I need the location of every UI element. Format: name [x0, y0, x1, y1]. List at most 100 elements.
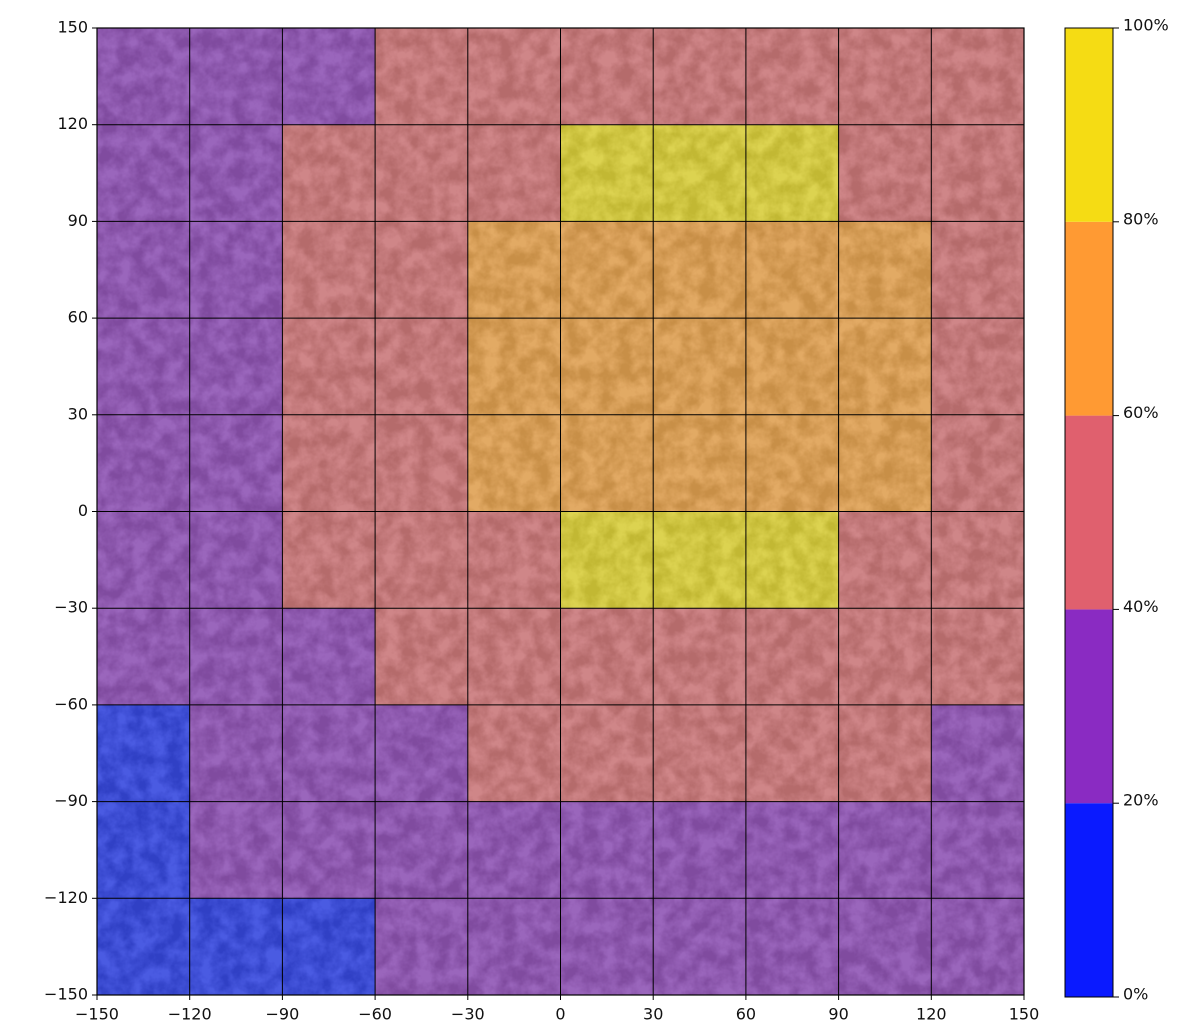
heat-cell: [190, 318, 283, 415]
heat-cell: [931, 898, 1024, 995]
heat-cell: [561, 28, 654, 125]
x-tick-label: 0: [555, 1005, 565, 1024]
heat-cell: [468, 318, 561, 415]
heat-cell: [931, 802, 1024, 899]
x-tick-label: 30: [643, 1005, 663, 1024]
colorbar-segment: [1065, 222, 1113, 416]
heat-cell: [746, 28, 839, 125]
y-tick-label: 60: [68, 308, 88, 327]
heat-cell: [653, 221, 746, 318]
heat-cell: [97, 898, 190, 995]
heat-cell: [97, 802, 190, 899]
chart: −150−120−90−60−300306090120150−150−120−9…: [0, 0, 1204, 1024]
heat-cell: [375, 415, 468, 512]
heat-cell: [839, 705, 932, 802]
heat-cell: [746, 608, 839, 705]
heat-cell: [746, 125, 839, 222]
heat-cell: [746, 898, 839, 995]
heat-cell: [190, 221, 283, 318]
heat-cell: [931, 705, 1024, 802]
colorbar-tick-label: 100%: [1123, 16, 1169, 35]
heat-cell: [468, 898, 561, 995]
colorbar-tick-label: 80%: [1123, 209, 1159, 228]
heat-cell: [97, 512, 190, 609]
heat-cell: [190, 125, 283, 222]
heat-cell: [746, 512, 839, 609]
heat-cell: [653, 898, 746, 995]
heat-cell: [839, 318, 932, 415]
heat-cell: [282, 512, 375, 609]
y-tick-label: 0: [78, 501, 88, 520]
colorbar-segment: [1065, 609, 1113, 803]
heat-cell: [282, 28, 375, 125]
heat-cell: [839, 802, 932, 899]
heat-cell: [653, 415, 746, 512]
heat-cell: [839, 28, 932, 125]
x-tick-label: −60: [358, 1005, 392, 1024]
heat-cell: [190, 415, 283, 512]
heat-cell: [653, 512, 746, 609]
heat-cell: [561, 512, 654, 609]
heat-cell: [746, 802, 839, 899]
y-tick-label: −60: [54, 694, 88, 713]
heat-cell: [468, 415, 561, 512]
y-tick-label: −120: [44, 888, 88, 907]
y-tick-label: 120: [57, 114, 88, 133]
colorbar-segment: [1065, 803, 1113, 997]
heat-cell: [375, 608, 468, 705]
colorbar-tick-label: 60%: [1123, 403, 1159, 422]
heat-cell: [839, 898, 932, 995]
heat-cell: [561, 898, 654, 995]
heat-cell: [190, 802, 283, 899]
x-tick-label: −30: [451, 1005, 485, 1024]
y-tick-label: −30: [54, 598, 88, 617]
heat-cell: [282, 125, 375, 222]
heat-cell: [653, 705, 746, 802]
heat-cell: [97, 221, 190, 318]
heat-cell: [839, 125, 932, 222]
heat-cell: [282, 802, 375, 899]
heat-cell: [468, 512, 561, 609]
heat-cell: [282, 221, 375, 318]
heat-cell: [931, 28, 1024, 125]
heat-cell: [653, 125, 746, 222]
heat-cell: [746, 415, 839, 512]
x-tick-label: 120: [916, 1005, 947, 1024]
heat-cell: [561, 415, 654, 512]
x-tick-label: −90: [266, 1005, 300, 1024]
heat-cell: [375, 221, 468, 318]
heat-cell: [282, 415, 375, 512]
heat-cell: [375, 802, 468, 899]
heat-cell: [561, 705, 654, 802]
heat-cell: [97, 608, 190, 705]
heat-cell: [282, 608, 375, 705]
heat-cell: [375, 705, 468, 802]
heat-cell: [468, 705, 561, 802]
heat-cell: [931, 318, 1024, 415]
heat-cell: [190, 705, 283, 802]
heat-cell: [468, 125, 561, 222]
heat-cell: [839, 221, 932, 318]
heat-cell: [190, 512, 283, 609]
heat-cell: [746, 705, 839, 802]
heat-cell: [653, 802, 746, 899]
heat-cell: [97, 415, 190, 512]
heat-cell: [375, 125, 468, 222]
heat-cell: [190, 898, 283, 995]
heat-cell: [468, 608, 561, 705]
heat-cell: [561, 608, 654, 705]
heat-cell: [468, 802, 561, 899]
colorbar-tick-label: 40%: [1123, 597, 1159, 616]
heat-cell: [282, 318, 375, 415]
heat-cell: [839, 608, 932, 705]
heat-cell: [653, 608, 746, 705]
heat-cell: [839, 512, 932, 609]
heat-cell: [282, 898, 375, 995]
heat-cell: [561, 802, 654, 899]
heat-cell: [375, 28, 468, 125]
heat-cell: [190, 608, 283, 705]
heat-cell: [375, 512, 468, 609]
heat-cell: [97, 28, 190, 125]
heat-cell: [746, 221, 839, 318]
heat-cell: [97, 125, 190, 222]
